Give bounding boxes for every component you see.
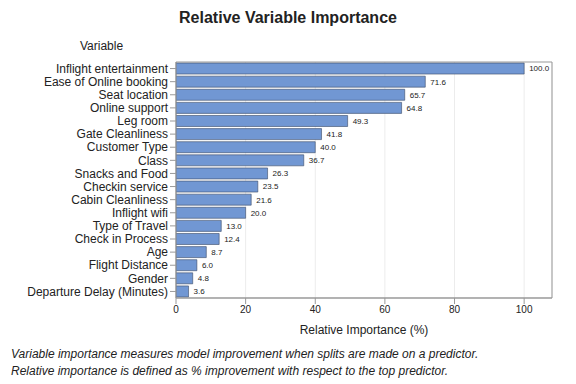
svg-text:6.0: 6.0 [202,261,214,270]
svg-text:Leg room: Leg room [117,114,168,128]
svg-text:13.0: 13.0 [226,222,242,231]
svg-text:65.7: 65.7 [410,91,426,100]
svg-text:Departure Delay (Minutes): Departure Delay (Minutes) [27,285,168,299]
svg-text:100.0: 100.0 [529,64,550,73]
html-text:Variable importance measures m: Variable importance measures model impro… [11,347,479,361]
svg-text:Customer Type: Customer Type [87,140,168,154]
svg-text:64.8: 64.8 [407,104,423,113]
svg-text:Relative Importance (%): Relative Importance (%) [300,323,429,337]
svg-text:3.6: 3.6 [194,287,206,296]
svg-text:36.7: 36.7 [309,156,325,165]
svg-text:Age: Age [147,245,169,259]
svg-text:23.5: 23.5 [263,182,279,191]
svg-text:Flight Distance: Flight Distance [89,258,169,272]
svg-text:Check in Process: Check in Process [75,232,168,246]
svg-text:Ease of Online booking: Ease of Online booking [44,75,168,89]
svg-text:Checkin service: Checkin service [83,180,168,194]
svg-text:Type of Travel: Type of Travel [93,219,168,233]
svg-text:Gender: Gender [128,272,168,286]
html-text:Variable: Variable [80,39,124,53]
svg-text:40: 40 [310,304,322,315]
svg-text:Snacks and Food: Snacks and Food [75,167,168,181]
svg-text:Seat location: Seat location [99,88,168,102]
svg-text:4.8: 4.8 [198,274,210,283]
svg-text:40.0: 40.0 [320,143,336,152]
svg-text:49.3: 49.3 [353,117,369,126]
svg-text:41.8: 41.8 [327,130,343,139]
svg-text:Inflight wifi: Inflight wifi [112,206,168,220]
svg-text:20.0: 20.0 [251,209,267,218]
svg-text:Gate Cleanliness: Gate Cleanliness [77,127,168,141]
svg-text:26.3: 26.3 [273,169,289,178]
svg-text:100: 100 [516,304,533,315]
svg-text:71.6: 71.6 [430,78,446,87]
svg-text:Cabin Cleanliness: Cabin Cleanliness [71,193,168,207]
svg-text:20: 20 [240,304,252,315]
svg-text:Inflight entertainment: Inflight entertainment [56,62,169,76]
html-text:Relative importance is defined: Relative importance is defined as % impr… [11,364,449,378]
svg-text:Online support: Online support [90,101,169,115]
svg-text:21.6: 21.6 [256,196,272,205]
svg-text:60: 60 [379,304,391,315]
svg-text:0: 0 [173,304,179,315]
svg-text:12.4: 12.4 [224,235,240,244]
svg-text:80: 80 [449,304,461,315]
svg-text:Class: Class [138,154,168,168]
html-text:Relative Variable Importance: Relative Variable Importance [179,9,397,26]
svg-text:8.7: 8.7 [211,248,223,257]
